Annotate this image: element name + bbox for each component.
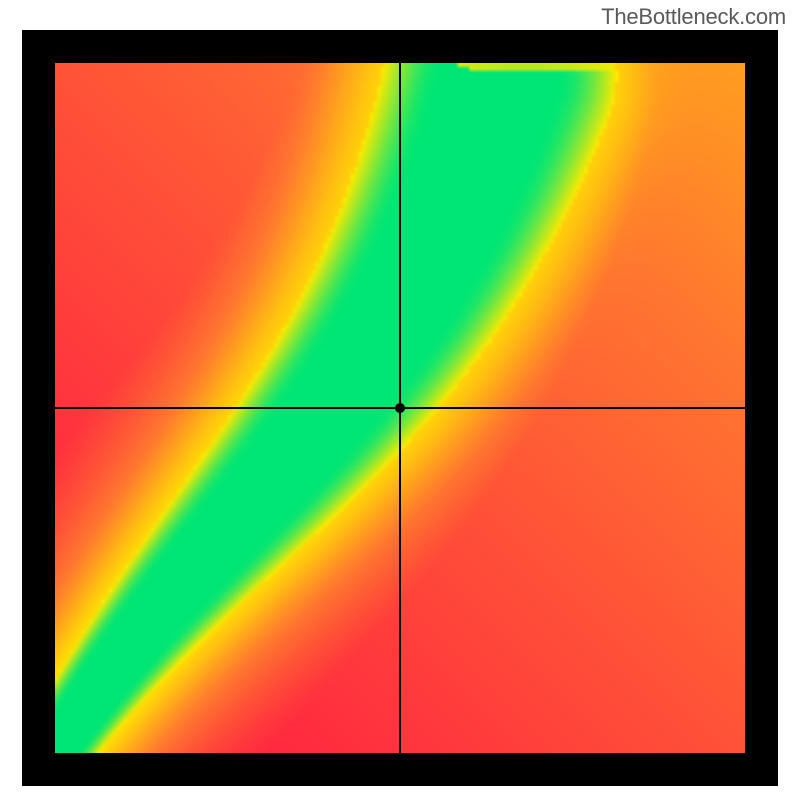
watermark-text: TheBottleneck.com [601, 4, 786, 30]
crosshair-marker-dot [395, 403, 405, 413]
heatmap-plot-area [55, 63, 745, 753]
